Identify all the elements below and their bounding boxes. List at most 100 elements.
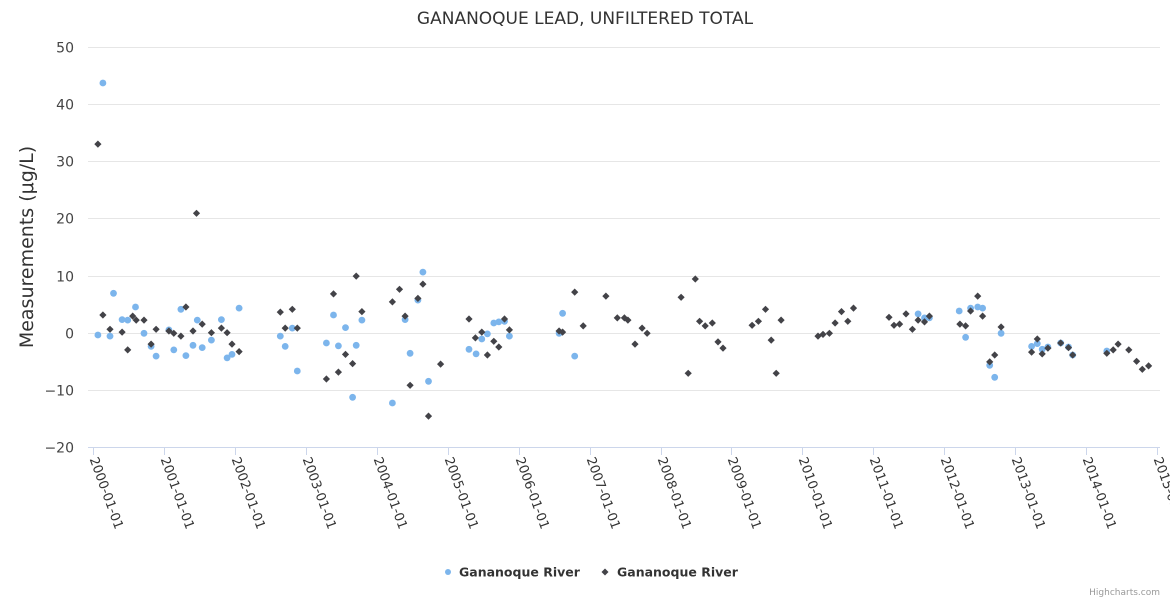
data-point-diamond[interactable]	[701, 322, 709, 330]
data-point-diamond[interactable]	[684, 369, 692, 377]
data-point-diamond[interactable]	[631, 340, 639, 348]
data-point-diamond[interactable]	[424, 412, 433, 420]
data-point-circle[interactable]	[208, 336, 215, 344]
data-point-circle[interactable]	[288, 324, 296, 332]
data-point-circle[interactable]	[914, 310, 922, 318]
data-point-diamond[interactable]	[925, 312, 933, 320]
data-point-diamond[interactable]	[896, 320, 904, 328]
data-point-circle[interactable]	[193, 316, 201, 324]
data-point-diamond[interactable]	[189, 327, 197, 335]
data-point-diamond[interactable]	[956, 320, 964, 328]
data-point-diamond[interactable]	[914, 316, 922, 324]
data-point-diamond[interactable]	[500, 315, 509, 323]
data-point-diamond[interactable]	[1038, 350, 1046, 358]
data-point-diamond[interactable]	[471, 334, 479, 342]
data-point-circle[interactable]	[276, 332, 284, 340]
data-point-diamond[interactable]	[844, 317, 852, 325]
data-point-diamond[interactable]	[170, 329, 178, 337]
data-point-diamond[interactable]	[559, 328, 567, 336]
data-point-diamond[interactable]	[997, 323, 1005, 331]
legend-item-series-1[interactable]: Gananoque River	[445, 565, 581, 580]
data-point-diamond[interactable]	[754, 317, 762, 325]
data-point-diamond[interactable]	[334, 368, 342, 376]
data-point-diamond[interactable]	[129, 312, 137, 320]
data-point-circle[interactable]	[170, 346, 178, 354]
data-point-circle[interactable]	[478, 335, 486, 343]
data-point-diamond[interactable]	[288, 305, 296, 313]
data-point-circle[interactable]	[110, 289, 117, 297]
data-point-diamond[interactable]	[388, 298, 396, 306]
data-point-diamond[interactable]	[140, 316, 148, 324]
data-point-diamond[interactable]	[719, 344, 727, 352]
data-point-diamond[interactable]	[1109, 346, 1117, 354]
data-point-circle[interactable]	[358, 316, 366, 324]
data-point-circle[interactable]	[330, 311, 337, 319]
data-point-diamond[interactable]	[613, 314, 621, 322]
data-point-diamond[interactable]	[748, 321, 756, 329]
data-point-diamond[interactable]	[991, 351, 999, 359]
data-point-diamond[interactable]	[772, 369, 780, 377]
data-point-diamond[interactable]	[207, 329, 215, 337]
data-point-circle[interactable]	[962, 333, 969, 341]
data-point-circle[interactable]	[228, 351, 236, 358]
data-point-circle[interactable]	[218, 316, 225, 323]
data-point-diamond[interactable]	[1138, 365, 1146, 373]
data-point-circle[interactable]	[991, 373, 999, 381]
data-point-diamond[interactable]	[495, 343, 503, 351]
data-point-diamond[interactable]	[217, 324, 225, 332]
data-point-diamond[interactable]	[831, 319, 839, 327]
data-point-diamond[interactable]	[885, 313, 893, 321]
data-point-circle[interactable]	[94, 331, 102, 339]
data-point-diamond[interactable]	[198, 320, 206, 328]
data-point-diamond[interactable]	[1057, 339, 1065, 347]
data-point-circle[interactable]	[342, 324, 349, 331]
data-point-circle[interactable]	[406, 349, 414, 357]
data-point-diamond[interactable]	[322, 375, 330, 383]
data-point-circle[interactable]	[425, 377, 432, 385]
data-point-diamond[interactable]	[920, 318, 929, 326]
data-point-diamond[interactable]	[490, 337, 498, 345]
data-point-circle[interactable]	[106, 332, 114, 340]
data-point-circle[interactable]	[559, 309, 566, 317]
data-point-diamond[interactable]	[1125, 346, 1133, 354]
data-point-diamond[interactable]	[118, 328, 126, 336]
data-point-diamond[interactable]	[819, 330, 827, 338]
data-point-diamond[interactable]	[352, 272, 360, 280]
data-point-circle[interactable]	[389, 399, 396, 407]
data-point-circle[interactable]	[198, 344, 206, 351]
data-point-diamond[interactable]	[406, 381, 414, 389]
data-point-diamond[interactable]	[979, 312, 987, 320]
data-point-diamond[interactable]	[967, 307, 975, 315]
data-point-diamond[interactable]	[638, 324, 646, 332]
data-point-circle[interactable]	[140, 329, 148, 337]
data-point-diamond[interactable]	[293, 324, 301, 332]
data-point-circle[interactable]	[177, 305, 185, 313]
data-point-circle[interactable]	[571, 352, 579, 360]
data-point-diamond[interactable]	[962, 322, 970, 330]
data-point-circle[interactable]	[506, 332, 513, 340]
data-point-diamond[interactable]	[177, 332, 185, 340]
data-point-diamond[interactable]	[1069, 351, 1077, 359]
data-point-diamond[interactable]	[1028, 348, 1036, 356]
data-point-diamond[interactable]	[395, 285, 404, 293]
data-point-diamond[interactable]	[714, 338, 722, 346]
data-point-diamond[interactable]	[132, 316, 140, 324]
data-point-diamond[interactable]	[908, 325, 916, 333]
data-point-diamond[interactable]	[696, 317, 704, 325]
data-point-diamond[interactable]	[767, 336, 775, 344]
data-point-diamond[interactable]	[579, 322, 587, 330]
data-point-circle[interactable]	[124, 316, 132, 324]
data-point-diamond[interactable]	[165, 327, 173, 335]
data-point-circle[interactable]	[118, 316, 126, 323]
data-point-circle[interactable]	[1033, 340, 1041, 347]
data-point-diamond[interactable]	[124, 346, 132, 354]
data-point-diamond[interactable]	[643, 329, 651, 337]
data-point-circle[interactable]	[223, 354, 231, 362]
data-point-diamond[interactable]	[1103, 349, 1111, 357]
data-point-diamond[interactable]	[1133, 357, 1141, 365]
data-point-diamond[interactable]	[281, 324, 289, 332]
data-point-diamond[interactable]	[1064, 344, 1073, 352]
data-point-circle[interactable]	[99, 79, 107, 87]
data-point-circle[interactable]	[472, 350, 480, 358]
data-point-diamond[interactable]	[708, 319, 716, 327]
